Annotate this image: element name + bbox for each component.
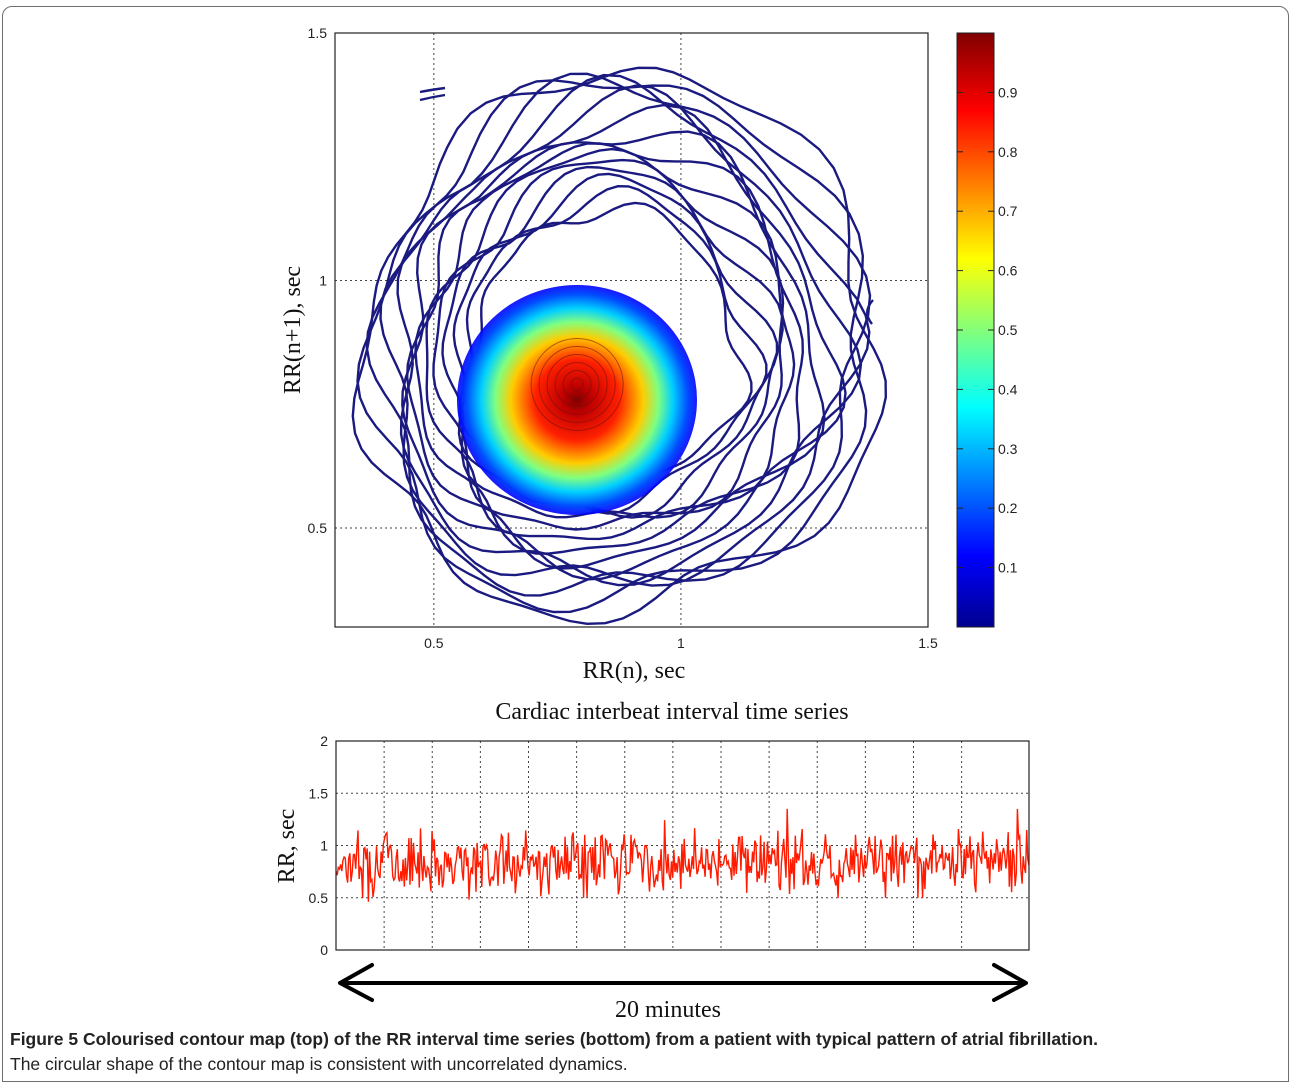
contour-stray (866, 299, 874, 325)
contour-inner-line (570, 377, 584, 391)
duration-arrow (338, 963, 1028, 1002)
contour-line (396, 84, 863, 587)
timeseries-ytick-label: 1.5 (309, 785, 329, 801)
contour-xtick-label: 1 (677, 635, 685, 651)
colorbar-tick-label: 0.8 (998, 144, 1018, 160)
colorbar-tick-label: 0.9 (998, 84, 1018, 100)
contour-ytick-label: 1.5 (308, 25, 328, 41)
contour-line (414, 142, 805, 555)
caption-label: Figure 5 (10, 1029, 79, 1049)
contour-xtick-label: 1.5 (918, 635, 938, 651)
caption-body: The circular shape of the contour map is… (10, 1054, 628, 1074)
contour-ytick-label: 0.5 (308, 520, 328, 536)
contour-line (425, 147, 796, 541)
timeseries-ytick-label: 1 (320, 838, 328, 854)
colorbar-tick-label: 0.5 (998, 322, 1018, 338)
contour-line (351, 66, 888, 626)
timeseries-line (336, 808, 1029, 902)
contour-xtick-label: 0.5 (424, 635, 444, 651)
contour-xlabel: RR(n), sec (583, 658, 686, 684)
duration-label: 20 minutes (615, 997, 721, 1023)
contour-line (356, 79, 868, 614)
contour-inner-line (554, 361, 600, 407)
contour-heat-core (457, 285, 697, 515)
caption-title: Colourised contour map (top) of the RR i… (82, 1029, 1099, 1049)
colorbar-tick-label: 0.6 (998, 263, 1018, 279)
contour-line (365, 72, 872, 597)
contour-inner-line (538, 345, 616, 423)
timeseries-ytick-label: 0 (320, 942, 328, 958)
colorbar-tick-label: 0.2 (998, 500, 1018, 516)
timeseries-ytick-label: 0.5 (309, 890, 329, 906)
contour-axes-box (334, 32, 929, 628)
contour-line (401, 103, 847, 581)
contour-line (432, 158, 785, 531)
figure-caption: Figure 5 Colourised contour map (top) of… (10, 1027, 1280, 1077)
contour-inner-line (562, 369, 592, 399)
colorbar-tick-label: 0.7 (998, 203, 1018, 219)
contour-inner-line (530, 337, 624, 431)
contour-ylabel: RR(n+1), sec (280, 266, 306, 394)
timeseries-ytick-label: 2 (320, 733, 328, 749)
colorbar-tick-label: 0.1 (998, 560, 1018, 576)
timeseries-title: Cardiac interbeat interval time series (495, 699, 848, 725)
figure-frame (2, 6, 1289, 1082)
colorbar-tick-label: 0.4 (998, 381, 1018, 397)
contour-grid (335, 33, 928, 627)
contour-line (452, 172, 779, 519)
timeseries-axes-box (335, 740, 1030, 951)
timeseries-ticks: 0 0.5 1 1.5 2 (309, 733, 329, 958)
contour-stray (419, 86, 446, 102)
contour-ticks: 0.5 1 1.5 0.5 1 1.5 (308, 25, 938, 651)
colorbar-tick-label: 0.3 (998, 441, 1018, 457)
contour-ytick-label: 1 (319, 273, 327, 289)
contour-inner-lines (530, 337, 624, 431)
contour-lines (351, 66, 888, 626)
timeseries-ylabel: RR, sec (274, 809, 300, 884)
colorbar-ticks: 0.1 0.2 0.3 0.4 0.5 0.6 0.7 0.8 0.9 (957, 84, 1018, 576)
colorbar (956, 32, 995, 628)
contour-inner-line (546, 353, 608, 415)
